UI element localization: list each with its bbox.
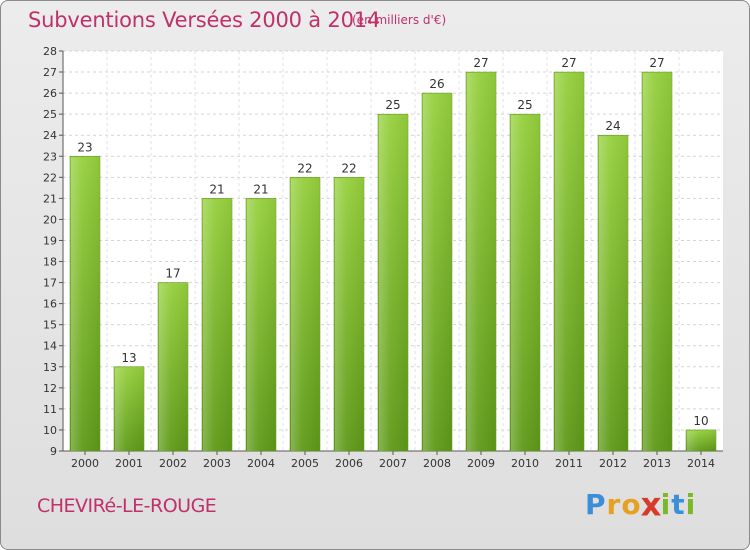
data-label-2011: 27 [561,56,576,70]
bar-2012 [597,134,629,452]
x-tick-label-2012: 2012 [599,457,627,470]
bar-shine-2007 [379,115,407,451]
bar-2010 [509,113,541,452]
y-tick-label-22: 22 [43,171,57,184]
town-name: CHEVIRé-LE-ROUGE [37,495,217,517]
bar-shine-2011 [555,73,583,451]
bar-2014 [685,429,717,452]
bar-shine-2008 [423,94,451,452]
y-tick-label-10: 10 [43,424,57,437]
logo-letter: r [606,488,622,521]
bar-shine-2003 [203,199,231,451]
bar-2001 [113,366,145,452]
x-tick-label-2005: 2005 [291,457,319,470]
y-tick-label-28: 28 [43,45,57,58]
data-label-2014: 10 [693,414,708,428]
logo-letter: x [640,485,663,524]
bar-2011 [553,71,585,452]
data-label-2000: 23 [77,140,92,154]
x-tick-label-2001: 2001 [115,457,143,470]
bars [69,71,717,452]
bar-shine-2010 [511,115,539,451]
x-tick-labels: 2000 2001 2002 2003 2004 2005 2006 2007 2008 2009… [71,457,715,470]
bar-2013 [641,71,673,452]
data-label-2009: 27 [473,56,488,70]
data-label-2006: 22 [341,161,356,175]
y-tick-label-9: 9 [50,445,57,458]
bar-2002 [157,282,189,452]
x-tick-label-2013: 2013 [643,457,671,470]
data-label-2010: 25 [517,98,532,112]
logo-letter: o [621,488,642,521]
y-tick-label-25: 25 [43,108,57,121]
bar-2004 [245,198,277,452]
x-tick-label-2010: 2010 [511,457,539,470]
y-tick-labels: 9 10 11 12 13 14 15 16 17 18 19 20 21 22 23 24 25 26 27 28 [43,45,57,458]
bar-2000 [69,156,101,452]
y-tick-label-13: 13 [43,361,57,374]
y-tick-label-17: 17 [43,277,57,290]
y-tick-label-27: 27 [43,66,57,79]
data-label-2005: 22 [297,161,312,175]
y-tick-label-21: 21 [43,192,57,205]
logo-letter: i [685,488,697,521]
logo-letter: P [585,488,607,521]
x-tick-label-2003: 2003 [203,457,231,470]
bar-shine-2006 [335,178,363,451]
x-tick-label-2002: 2002 [159,457,187,470]
bar-shine-2001 [115,367,143,451]
bar-2003 [201,198,233,452]
y-tick-label-12: 12 [43,382,57,395]
bar-shine-2014 [687,430,715,451]
x-tick-label-2006: 2006 [335,457,363,470]
y-tick-label-26: 26 [43,87,57,100]
data-label-2012: 24 [605,119,620,133]
y-tick-label-14: 14 [43,340,57,353]
x-tick-label-2009: 2009 [467,457,495,470]
x-tick-label-2004: 2004 [247,457,275,470]
bar-2005 [289,177,321,452]
logo-letter: t [671,488,686,521]
bar-shine-2000 [71,157,99,451]
bar-shine-2009 [467,73,495,451]
x-tick-label-2014: 2014 [687,457,715,470]
bar-shine-2012 [599,136,627,452]
chart-subtitle: (en milliers d'€) [352,13,447,27]
data-label-2008: 26 [429,77,444,91]
data-labels: 23 13 17 21 21 22 22 25 26 27 25 27 24 27 10 [77,56,708,428]
data-label-2002: 17 [165,267,180,281]
y-tick-label-15: 15 [43,319,57,332]
bar-2006 [333,177,365,452]
y-tick-label-11: 11 [43,403,57,416]
bar-shine-2005 [291,178,319,451]
bar-shine-2004 [247,199,275,451]
y-tick-label-23: 23 [43,150,57,163]
bar-2009 [465,71,497,452]
x-tick-label-2011: 2011 [555,457,583,470]
x-tick-label-2007: 2007 [379,457,407,470]
y-tick-label-20: 20 [43,213,57,226]
logo-letter: i [660,488,672,521]
y-tick-label-18: 18 [43,256,57,269]
proxiti-logo: Proxiti [585,485,697,524]
data-label-2004: 21 [253,182,268,196]
bar-2007 [377,113,409,452]
bar-shine-2002 [159,283,187,451]
data-label-2001: 13 [121,351,136,365]
chart-title: Subventions Versées 2000 à 2014 [28,8,381,32]
data-label-2013: 27 [649,56,664,70]
y-tick-label-24: 24 [43,129,57,142]
data-label-2003: 21 [209,182,224,196]
data-label-2007: 25 [385,98,400,112]
bar-2008 [421,92,453,452]
y-tick-label-19: 19 [43,234,57,247]
x-tick-label-2000: 2000 [71,457,99,470]
x-tick-label-2008: 2008 [423,457,451,470]
y-tick-label-16: 16 [43,298,57,311]
bar-shine-2013 [643,73,671,451]
